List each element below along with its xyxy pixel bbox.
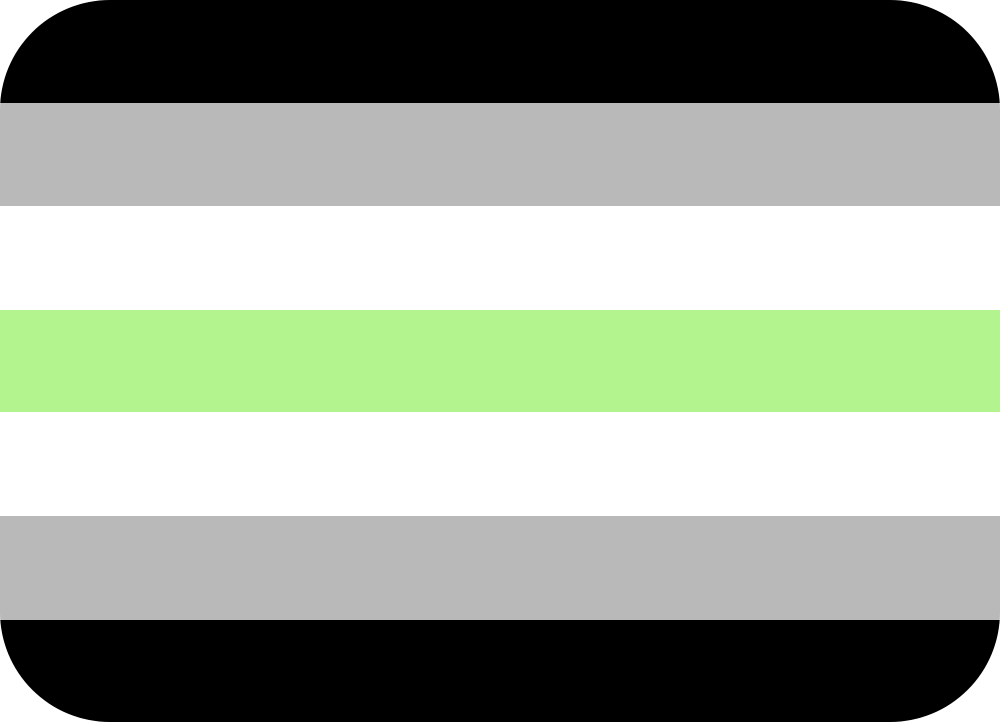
flag-stripe-light-green-center xyxy=(0,310,1000,412)
flag-stripe-white-lower xyxy=(0,412,1000,516)
flag-stripe-gray-lower xyxy=(0,516,1000,620)
flag-stripe-white-upper xyxy=(0,206,1000,310)
flag-stripe-gray-upper xyxy=(0,103,1000,206)
flag-stripe-black-bottom xyxy=(0,620,1000,722)
flag-stripe-black-top xyxy=(0,0,1000,103)
